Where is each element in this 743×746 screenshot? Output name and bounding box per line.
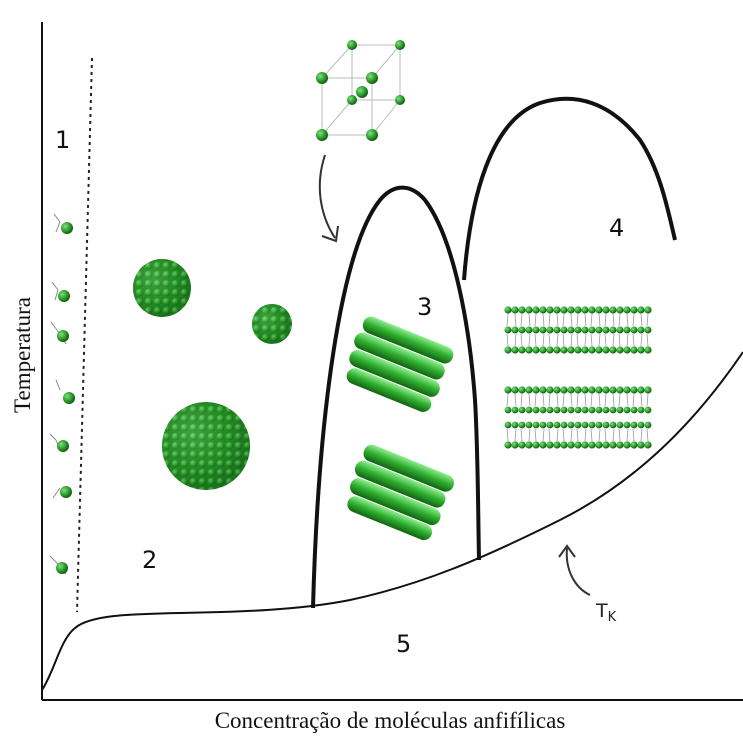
lamellar-phase-boundary [462, 96, 677, 281]
spherical-micelles [133, 259, 292, 490]
krafft-label-main: T [596, 600, 608, 622]
x-axis-title: Concentração de moléculas anfifílicas [215, 708, 566, 733]
region-label-2: 2 [142, 546, 158, 574]
region-label-1: 1 [55, 126, 71, 154]
krafft-temperature-label: TK [596, 600, 616, 625]
region-label-4: 4 [609, 214, 625, 242]
cubic-lattice-illustration [316, 40, 405, 141]
cylinder-bundle-upper [346, 316, 454, 412]
krafft-boundary-curve [41, 351, 743, 691]
cubic-phase-arrow-head [321, 225, 339, 243]
cylinder-bundle-lower [347, 444, 455, 541]
y-axis-title: Temperatura [10, 297, 35, 413]
krafft-arrow [565, 547, 591, 596]
hexagonal-phase-boundary [311, 185, 481, 609]
krafft-arrow-head [558, 544, 576, 558]
lamellar-bilayers [504, 306, 652, 449]
cubic-phase-arrow [318, 154, 336, 239]
cmc-dotted-line [76, 57, 93, 613]
region-label-5: 5 [396, 630, 412, 658]
region-label-3: 3 [417, 293, 433, 321]
krafft-label-sub: K [607, 610, 617, 625]
free-molecules [49, 213, 75, 575]
